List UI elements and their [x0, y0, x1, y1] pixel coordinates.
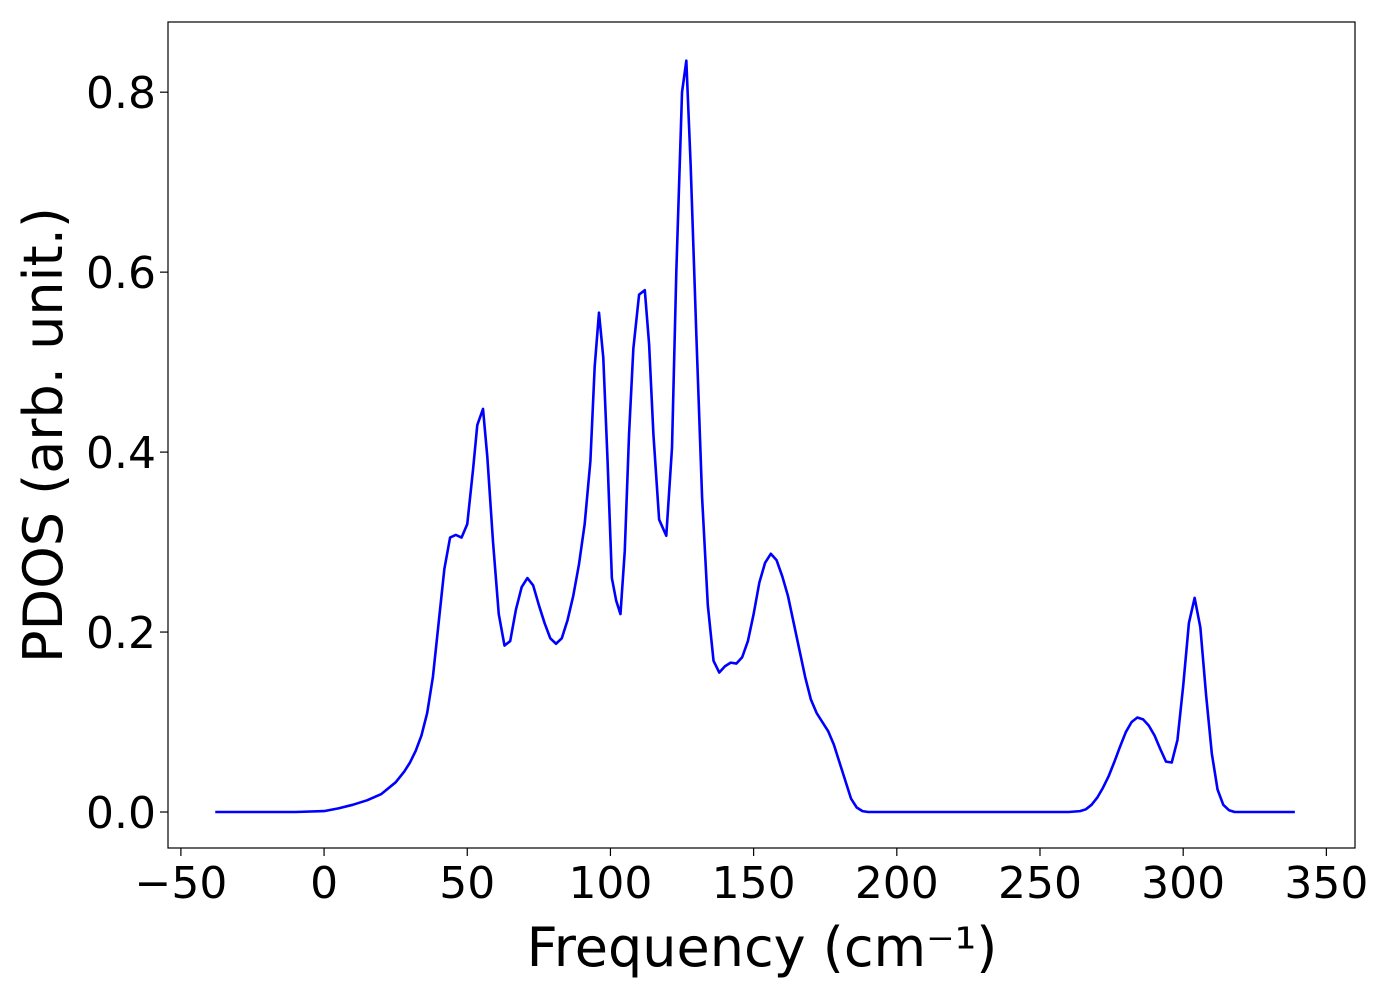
- data-line: [215, 59, 1295, 814]
- x-tick-label: 100: [568, 858, 652, 909]
- y-tick-label: 0.6: [86, 248, 156, 299]
- y-tick-label: 0.8: [86, 68, 156, 119]
- x-axis-label: Frequency (cm⁻¹): [527, 916, 998, 979]
- plot-frame: [167, 21, 1356, 849]
- x-tick-label: 250: [998, 858, 1082, 909]
- y-tick-label: 0.0: [86, 788, 156, 839]
- x-tick-label: 200: [855, 858, 939, 909]
- y-tick-label: 0.2: [86, 608, 156, 659]
- y-axis-label: PDOS (arb. unit.): [12, 207, 75, 663]
- x-tick-label: 150: [712, 858, 796, 909]
- y-tick-label: 0.4: [86, 428, 156, 479]
- x-tick-label: 50: [439, 858, 495, 909]
- x-tick-label: 300: [1141, 858, 1225, 909]
- x-tick-label: 350: [1284, 858, 1368, 909]
- x-tick-label: 0: [310, 858, 338, 909]
- x-tick-label: −50: [134, 858, 227, 909]
